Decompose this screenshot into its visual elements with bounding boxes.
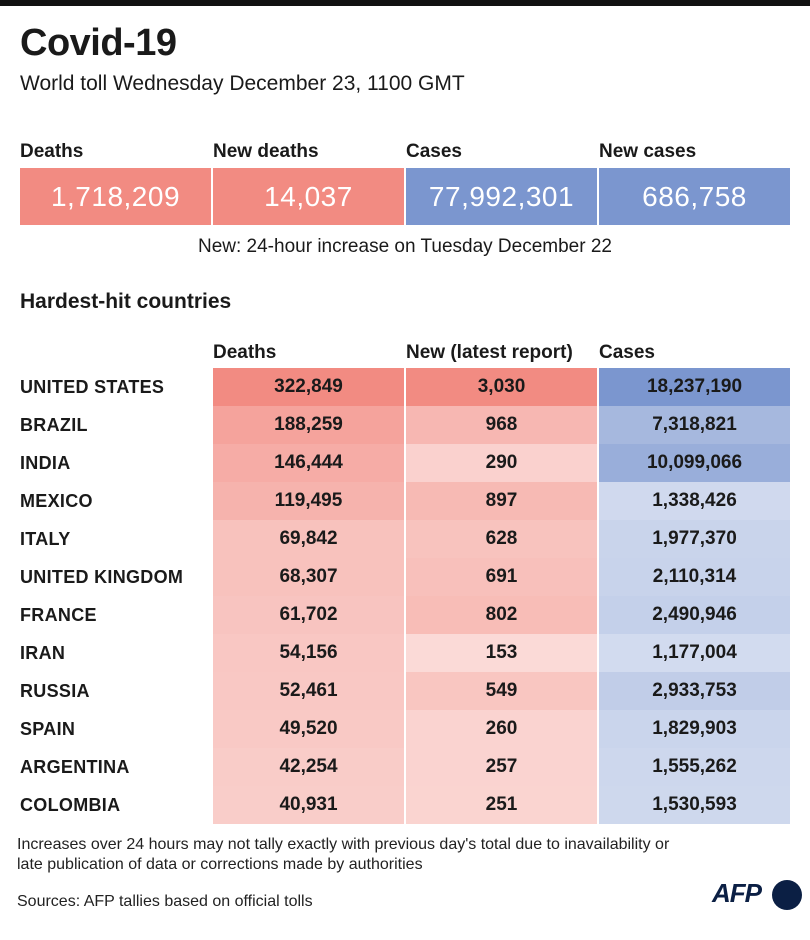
deaths-cell: 188,259: [213, 406, 404, 444]
cases-cell: 10,099,066: [599, 444, 790, 482]
cases-cell: 2,110,314: [599, 558, 790, 596]
country-name: UNITED KINGDOM: [20, 567, 184, 587]
new-cell: 290: [406, 444, 597, 482]
country-name: IRAN: [20, 643, 66, 663]
column-header-cases: Cases: [599, 342, 655, 363]
sources: Sources: AFP tallies based on official t…: [17, 893, 313, 910]
kpi-note: New: 24-hour increase on Tuesday Decembe…: [197, 236, 612, 257]
kpi-label-new-cases: New cases: [599, 141, 697, 162]
new-cell: 260: [406, 710, 597, 748]
column-header-new: New (latest report): [406, 342, 573, 363]
new-cell: 968: [406, 406, 597, 444]
deaths-cell: 49,520: [213, 710, 404, 748]
new-cell: 257: [406, 748, 597, 786]
cases-cell: 1,530,593: [599, 786, 790, 824]
cases-cell: 1,555,262: [599, 748, 790, 786]
page-subtitle: World toll Wednesday December 23, 1100 G…: [20, 72, 465, 95]
page-title: Covid-19: [20, 22, 177, 64]
kpi-value-cases: 77,992,301: [406, 168, 597, 225]
deaths-cell: 68,307: [213, 558, 404, 596]
cases-cell: 18,237,190: [599, 368, 790, 406]
kpi-label-cases: Cases: [406, 141, 462, 162]
country-name: SPAIN: [20, 719, 76, 739]
deaths-cell: 40,931: [213, 786, 404, 824]
new-cell: 3,030: [406, 368, 597, 406]
new-cell: 251: [406, 786, 597, 824]
country-name: COLOMBIA: [20, 795, 121, 815]
column-header-deaths: Deaths: [213, 342, 277, 363]
country-name: BRAZIL: [20, 415, 88, 435]
country-name: MEXICO: [20, 491, 93, 511]
kpi-label-deaths: Deaths: [20, 141, 84, 162]
cases-cell: 1,177,004: [599, 634, 790, 672]
kpi-value-new-cases: 686,758: [599, 168, 790, 225]
country-name: UNITED STATES: [20, 377, 165, 397]
cases-cell: 1,829,903: [599, 710, 790, 748]
top-rule: [0, 0, 810, 6]
cases-cell: 2,490,946: [599, 596, 790, 634]
new-cell: 802: [406, 596, 597, 634]
country-name: ARGENTINA: [20, 757, 130, 777]
afp-logo-mark: [772, 880, 802, 910]
afp-logo: AFP: [712, 878, 762, 908]
deaths-cell: 52,461: [213, 672, 404, 710]
cases-cell: 1,338,426: [599, 482, 790, 520]
country-name: RUSSIA: [20, 681, 90, 701]
cases-cell: 1,977,370: [599, 520, 790, 558]
deaths-cell: 42,254: [213, 748, 404, 786]
cases-cell: 2,933,753: [599, 672, 790, 710]
new-cell: 628: [406, 520, 597, 558]
kpi-value-deaths: 1,718,209: [20, 168, 211, 225]
country-name: INDIA: [20, 453, 71, 473]
new-cell: 691: [406, 558, 597, 596]
new-cell: 153: [406, 634, 597, 672]
cases-cell: 7,318,821: [599, 406, 790, 444]
footnote: Increases over 24 hours may not tally ex…: [17, 836, 670, 873]
deaths-cell: 119,495: [213, 482, 404, 520]
deaths-cell: 61,702: [213, 596, 404, 634]
country-name: ITALY: [20, 529, 71, 549]
deaths-cell: 146,444: [213, 444, 404, 482]
country-name: FRANCE: [20, 605, 97, 625]
new-cell: 897: [406, 482, 597, 520]
deaths-cell: 54,156: [213, 634, 404, 672]
kpi-value-new-deaths: 14,037: [213, 168, 404, 225]
kpi-label-new-deaths: New deaths: [213, 141, 319, 162]
deaths-cell: 322,849: [213, 368, 404, 406]
deaths-cell: 69,842: [213, 520, 404, 558]
new-cell: 549: [406, 672, 597, 710]
section-title: Hardest-hit countries: [20, 290, 232, 313]
